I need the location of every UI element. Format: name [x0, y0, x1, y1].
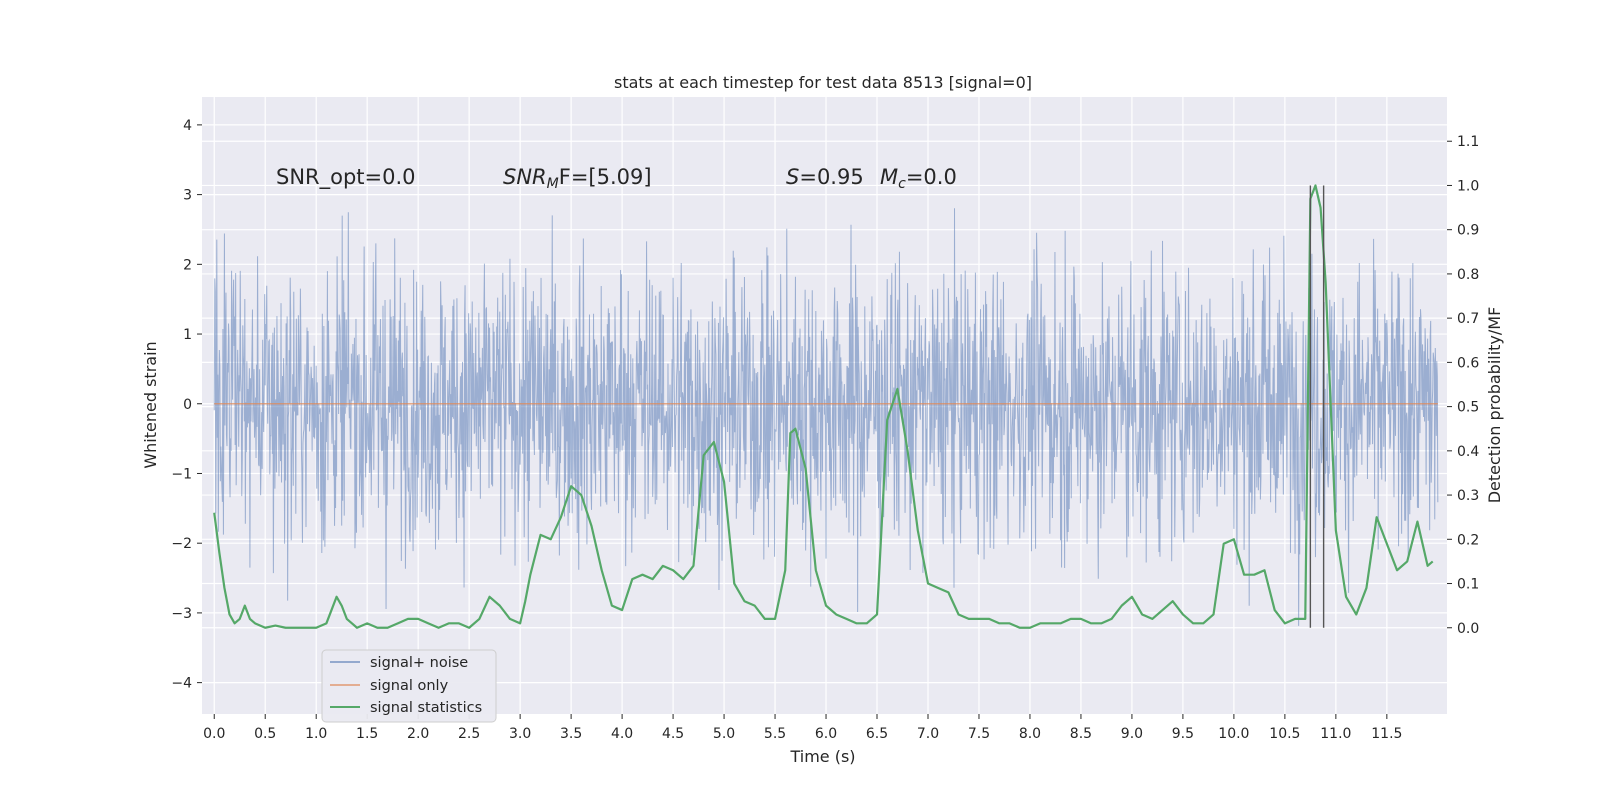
x-tick-label: 11.5: [1371, 726, 1402, 742]
x-tick-labels: 0.0 0.5 1.0 1.5 2.0 2.5 3.0 3.5 4.0 4.5 5.0 5.5 6.0 6…: [203, 714, 1402, 742]
x-tick-label: 8.0: [1019, 726, 1041, 742]
signal-statistics-line: [213, 184, 1434, 629]
y-right-tick-label: 0.9: [1457, 223, 1479, 239]
y-right-tick-label: 0.3: [1457, 488, 1479, 504]
y-left-tick-label: 3: [183, 188, 192, 204]
vertical-markers: [1309, 185, 1325, 628]
x-tick-label: 7.0: [917, 726, 939, 742]
y-left-tick-labels: 4 3 2 1 0 −1 −2 −3 −4: [171, 118, 202, 692]
y-axis-right-label: Detection probability/MF: [1485, 307, 1504, 504]
x-tick-label: 10.0: [1218, 726, 1249, 742]
chart-title: stats at each timestep for test data 851…: [614, 73, 1032, 92]
series-signal-noise: [213, 208, 1439, 626]
y-right-tick-label: 0.7: [1457, 311, 1479, 327]
y-right-tick-label: 0.8: [1457, 267, 1479, 283]
y-left-tick-label: 2: [183, 257, 192, 273]
y-left-tick-label: −1: [171, 466, 192, 482]
y-right-tick-label: 0.4: [1457, 444, 1479, 460]
x-tick-label: 10.5: [1269, 726, 1300, 742]
x-axis-label: Time (s): [789, 747, 855, 766]
y-right-tick-label: 0.6: [1457, 355, 1479, 371]
annotation-snr-mf: SNRMF=[5.09]: [503, 165, 652, 192]
annotation-snr-opt: SNR_opt=0.0: [276, 165, 416, 190]
legend-box: [321, 649, 497, 723]
x-tick-label: 6.5: [866, 726, 888, 742]
x-tick-label: 11.0: [1320, 726, 1351, 742]
y-left-tick-label: −2: [171, 536, 192, 552]
x-tick-label: 5.5: [764, 726, 786, 742]
y-right-tick-labels: 1.1 1.0 0.9 0.8 0.7 0.6 0.5 0.4 0.3 0.2 0.1 0.0: [1447, 134, 1479, 637]
x-tick-label: 5.0: [713, 726, 735, 742]
x-tick-label: 9.5: [1172, 726, 1194, 742]
legend-label-signal-only: signal only: [370, 678, 449, 694]
y-right-tick-label: 0.5: [1457, 400, 1479, 416]
x-tick-label: 8.5: [1070, 726, 1092, 742]
y-left-tick-label: 0: [183, 397, 192, 413]
legend: signal+ noise signal only signal statist…: [321, 649, 497, 723]
x-tick-label: 9.0: [1121, 726, 1143, 742]
y-left-tick-label: 4: [183, 118, 192, 134]
y-axis-left-label: Whitened strain: [141, 341, 160, 468]
signal-noise-line: [213, 208, 1439, 626]
x-tick-label: 1.5: [356, 726, 378, 742]
x-tick-label: 0.0: [203, 726, 225, 742]
y-right-tick-label: 0.1: [1457, 577, 1479, 593]
y-right-tick-label: 0.0: [1457, 621, 1479, 637]
annotation-mc: Mc=0.0: [880, 165, 957, 192]
x-tick-label: 2.5: [458, 726, 480, 742]
x-tick-label: 2.0: [407, 726, 429, 742]
annotation-s: S=0.95: [786, 165, 864, 189]
y-left-tick-label: 1: [183, 327, 192, 343]
x-tick-label: 4.0: [611, 726, 633, 742]
x-tick-label: 7.5: [968, 726, 990, 742]
legend-label-signal-noise: signal+ noise: [370, 655, 468, 671]
x-tick-label: 3.0: [509, 726, 531, 742]
y-left-tick-label: −3: [171, 606, 192, 622]
x-tick-label: 4.5: [662, 726, 684, 742]
x-tick-label: 3.5: [560, 726, 582, 742]
legend-label-signal-statistics: signal statistics: [370, 700, 482, 716]
y-left-tick-label: −4: [171, 676, 192, 692]
y-right-tick-label: 0.2: [1457, 532, 1479, 548]
series-signal-statistics: [213, 184, 1434, 629]
x-tick-label: 0.5: [254, 726, 276, 742]
x-tick-label: 1.0: [305, 726, 327, 742]
y-right-tick-label: 1.0: [1457, 178, 1479, 194]
y-right-tick-label: 1.1: [1457, 134, 1479, 150]
x-tick-label: 6.0: [815, 726, 837, 742]
